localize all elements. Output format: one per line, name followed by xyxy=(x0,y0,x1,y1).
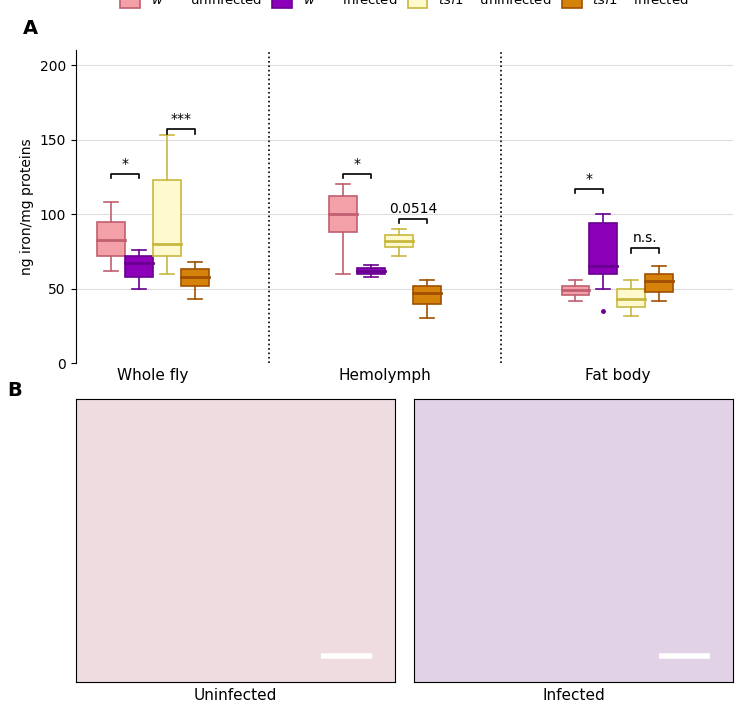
Bar xyxy=(645,274,673,292)
Text: n.s.: n.s. xyxy=(633,231,658,246)
Text: *: * xyxy=(122,157,129,171)
Bar xyxy=(98,222,125,256)
Bar xyxy=(617,289,645,307)
Text: B: B xyxy=(8,381,23,399)
Bar xyxy=(590,223,617,274)
Text: ***: *** xyxy=(170,112,191,126)
Bar xyxy=(413,286,441,304)
Bar xyxy=(125,256,153,276)
Bar xyxy=(181,269,209,286)
X-axis label: Infected: Infected xyxy=(542,688,605,703)
Text: A: A xyxy=(23,19,38,38)
Legend: $w^{1118}$ uninfected, $w^{1118}$ infected, $tsf1^{94}$ uninfected, $tsf1^{94}$ : $w^{1118}$ uninfected, $w^{1118}$ infect… xyxy=(116,0,692,12)
Bar xyxy=(330,196,358,232)
Bar xyxy=(562,286,590,294)
Y-axis label: ng iron/mg proteins: ng iron/mg proteins xyxy=(20,139,34,275)
Text: 0.0514: 0.0514 xyxy=(389,202,437,215)
Bar xyxy=(358,268,385,274)
X-axis label: Uninfected: Uninfected xyxy=(194,688,277,703)
Bar xyxy=(153,180,181,256)
Bar xyxy=(385,235,413,247)
Text: *: * xyxy=(354,157,361,171)
Text: *: * xyxy=(586,172,593,186)
